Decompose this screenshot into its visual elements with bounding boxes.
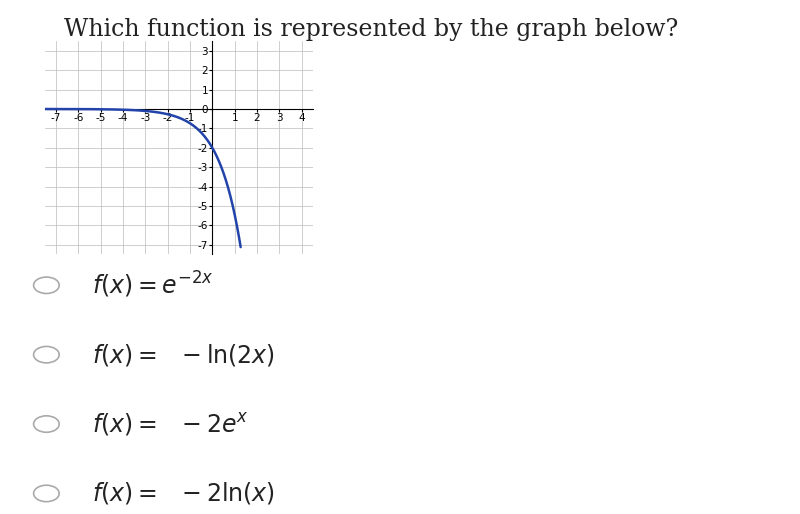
Text: $f(x) = e^{-2x}$: $f(x) = e^{-2x}$ [92, 270, 214, 300]
Text: $f(x) = \ \ -\ln(2x)$: $f(x) = \ \ -\ln(2x)$ [92, 342, 275, 368]
Text: $f(x) = \ \ -2e^x$: $f(x) = \ \ -2e^x$ [92, 411, 249, 437]
Text: $f(x) = \ \ -2\ln(x)$: $f(x) = \ \ -2\ln(x)$ [92, 481, 275, 506]
Text: Which function is represented by the graph below?: Which function is represented by the gra… [64, 18, 678, 41]
